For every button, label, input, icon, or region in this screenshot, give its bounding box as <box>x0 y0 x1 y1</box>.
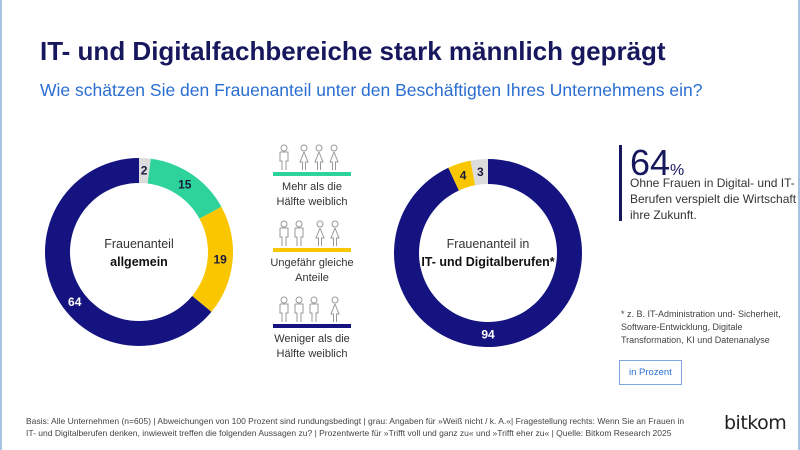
donut-slice <box>139 158 151 184</box>
data-label: 4 <box>460 168 467 182</box>
page-title: IT- und Digitalfachbereiche stark männli… <box>40 36 666 66</box>
legend-line2: Hälfte weiblich <box>276 348 348 360</box>
legend-color-bar <box>273 172 351 176</box>
stat-number: 64 <box>630 142 671 183</box>
legend-color-bar <box>273 248 351 252</box>
legend-label: Ungefähr gleiche Anteile <box>252 256 372 286</box>
legend-line2: Anteile <box>295 272 329 284</box>
footnote: * z. B. IT-Administration und- Sicherhei… <box>621 309 781 345</box>
stat-accent-bar <box>619 145 622 221</box>
page-subtitle: Wie schätzen Sie den Frauenanteil unter … <box>40 80 703 100</box>
legend-label: Mehr als die Hälfte weiblich <box>252 180 372 210</box>
donut-slice <box>192 206 233 312</box>
source-note: Basis: Alle Unternehmen (n=605) | Abweic… <box>26 416 685 438</box>
center-line1: Frauenanteil <box>104 237 174 251</box>
donut-left-center-label: Frauenanteil allgemein <box>79 235 199 271</box>
donut-slice <box>44 158 212 346</box>
legend-line1: Mehr als die <box>282 181 342 193</box>
one-woman-three-men-icon <box>279 296 340 322</box>
center-line2: IT- und Digitalberufen* <box>421 255 555 269</box>
data-label: 19 <box>213 253 227 267</box>
legend-line1: Weniger als die <box>274 333 350 345</box>
stat-text: Ohne Frauen in Digital- und IT-Berufen v… <box>630 176 797 222</box>
center-line1: Frauenanteil in <box>446 237 530 251</box>
legend-label: Weniger als die Hälfte weiblich <box>252 332 372 362</box>
three-women-one-man-icon <box>279 144 339 170</box>
data-label: 3 <box>477 165 484 179</box>
center-line2: allgemein <box>110 255 168 269</box>
legend-line2: Hälfte weiblich <box>276 196 348 208</box>
legend-color-bar <box>273 324 351 328</box>
donut-slice <box>448 160 476 191</box>
two-women-two-men-icon <box>279 220 340 246</box>
donut-slice <box>470 159 488 186</box>
data-label: 64 <box>68 295 82 309</box>
donut-slice <box>147 158 222 219</box>
data-label: 15 <box>178 178 192 192</box>
data-label: 2 <box>141 164 148 178</box>
bitkom-logo: bitkom <box>724 412 787 434</box>
donut-right-center-label: Frauenanteil in IT- und Digitalberufen* <box>413 235 563 271</box>
legend-line1: Ungefähr gleiche <box>270 257 354 269</box>
data-label: 94 <box>481 328 495 342</box>
unit-label: in Prozent <box>619 360 682 385</box>
stat-unit: % <box>670 162 685 179</box>
stat-value: 64% <box>630 142 684 184</box>
